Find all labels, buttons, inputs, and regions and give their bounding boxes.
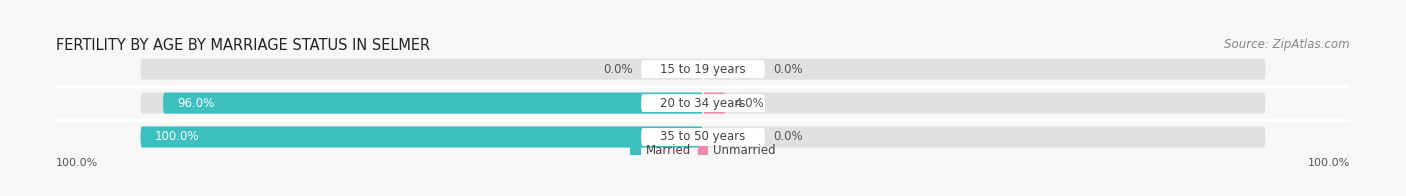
Text: 0.0%: 0.0% (773, 63, 803, 76)
FancyBboxPatch shape (141, 93, 703, 114)
Text: 20 to 34 years: 20 to 34 years (661, 97, 745, 110)
FancyBboxPatch shape (141, 59, 703, 80)
Text: Source: ZipAtlas.com: Source: ZipAtlas.com (1225, 38, 1350, 51)
Text: 100.0%: 100.0% (1308, 158, 1350, 168)
Text: 100.0%: 100.0% (56, 158, 98, 168)
FancyBboxPatch shape (641, 128, 765, 146)
FancyBboxPatch shape (141, 126, 703, 148)
Text: 35 to 50 years: 35 to 50 years (661, 131, 745, 143)
FancyBboxPatch shape (703, 126, 1265, 148)
Text: FERTILITY BY AGE BY MARRIAGE STATUS IN SELMER: FERTILITY BY AGE BY MARRIAGE STATUS IN S… (56, 38, 430, 53)
FancyBboxPatch shape (703, 59, 1265, 80)
FancyBboxPatch shape (641, 60, 765, 78)
Text: 4.0%: 4.0% (734, 97, 763, 110)
Text: 100.0%: 100.0% (155, 131, 200, 143)
Text: 0.0%: 0.0% (773, 131, 803, 143)
Text: 15 to 19 years: 15 to 19 years (661, 63, 745, 76)
FancyBboxPatch shape (641, 94, 765, 112)
FancyBboxPatch shape (141, 126, 703, 148)
Legend: Married, Unmarried: Married, Unmarried (630, 144, 776, 157)
Text: 0.0%: 0.0% (603, 63, 633, 76)
Text: 96.0%: 96.0% (177, 97, 214, 110)
FancyBboxPatch shape (703, 93, 725, 114)
FancyBboxPatch shape (703, 93, 1265, 114)
FancyBboxPatch shape (163, 93, 703, 114)
